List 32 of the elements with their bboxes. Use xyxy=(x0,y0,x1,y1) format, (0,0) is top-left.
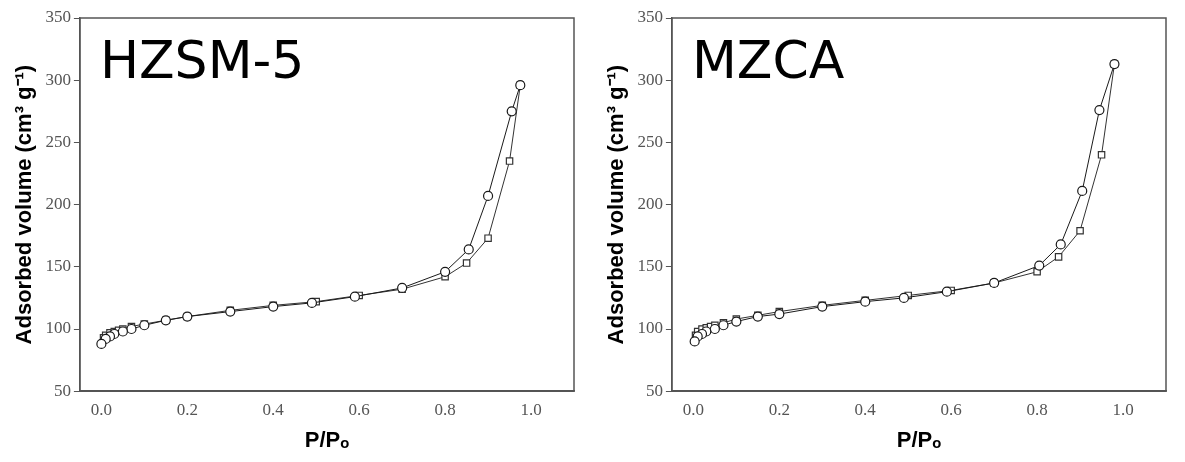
x-tick-label: 0.8 xyxy=(434,399,456,419)
y-tick-label: 150 xyxy=(637,256,663,276)
y-tick-label: 100 xyxy=(637,318,663,338)
x-tick-label: 0.0 xyxy=(90,399,113,419)
x-tick-label: 0.0 xyxy=(682,399,705,419)
x-tick-label: 1.0 xyxy=(520,399,542,419)
y-axis-title: Adsorbed volume (cm³ g⁻¹) xyxy=(603,64,629,345)
x-axis-title: P/Pₒ xyxy=(896,426,942,452)
x-tick-label: 0.4 xyxy=(262,399,285,419)
y-tick-label: 50 xyxy=(53,380,71,400)
y-axis-title: Adsorbed volume (cm³ g⁻¹) xyxy=(11,64,37,345)
x-tick-label: 0.6 xyxy=(940,399,962,419)
y-tick-label: 200 xyxy=(637,194,663,214)
y-tick-label: 100 xyxy=(45,318,71,338)
y-tick-label: 150 xyxy=(45,256,71,276)
chart-title: MZCA xyxy=(691,29,845,90)
x-axis-title: P/Pₒ xyxy=(304,426,350,452)
chart-title: HZSM-5 xyxy=(99,29,305,90)
x-tick-label: 0.2 xyxy=(176,399,198,419)
x-tick-label: 1.0 xyxy=(1112,399,1134,419)
y-tick-label: 250 xyxy=(637,131,663,151)
x-tick-label: 0.4 xyxy=(854,399,877,419)
y-tick-label: 250 xyxy=(45,131,71,151)
x-tick-label: 0.6 xyxy=(348,399,370,419)
y-tick-label: 350 xyxy=(637,7,663,27)
y-tick-label: 300 xyxy=(637,69,663,89)
y-tick-label: 300 xyxy=(45,69,71,89)
y-tick-label: 200 xyxy=(45,194,71,214)
x-tick-label: 0.2 xyxy=(768,399,790,419)
x-tick-label: 0.8 xyxy=(1026,399,1048,419)
y-tick-label: 350 xyxy=(45,7,71,27)
y-tick-label: 50 xyxy=(645,380,663,400)
